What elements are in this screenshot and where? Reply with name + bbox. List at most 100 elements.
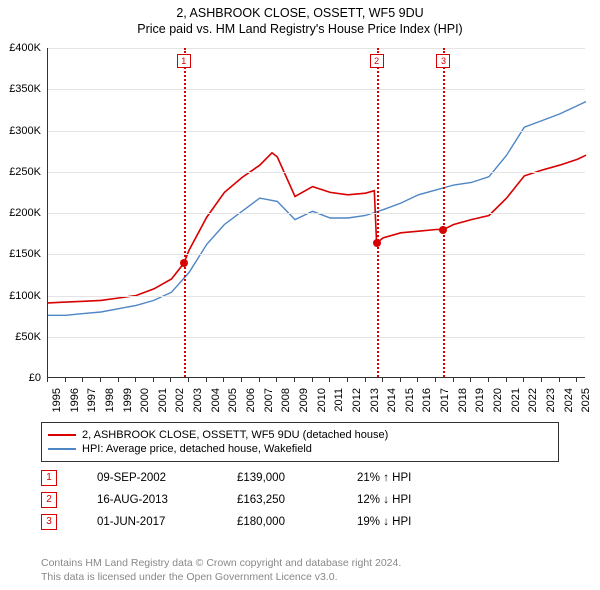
legend: 2, ASHBROOK CLOSE, OSSETT, WF5 9DU (deta… xyxy=(41,422,559,462)
x-axis-label: 2015 xyxy=(404,388,416,412)
x-axis-label: 2019 xyxy=(474,388,486,412)
x-tick xyxy=(435,378,436,382)
x-tick xyxy=(382,378,383,382)
legend-row: 2, ASHBROOK CLOSE, OSSETT, WF5 9DU (deta… xyxy=(48,429,552,441)
chart-container: 2, ASHBROOK CLOSE, OSSETT, WF5 9DU Price… xyxy=(0,0,600,590)
x-tick xyxy=(541,378,542,382)
x-tick xyxy=(47,378,48,382)
x-tick xyxy=(65,378,66,382)
marker-box: 2 xyxy=(370,54,384,68)
legend-label: HPI: Average price, detached house, Wake… xyxy=(82,443,312,455)
x-axis-label: 1998 xyxy=(104,388,116,412)
gridline xyxy=(48,213,585,214)
marker-dot xyxy=(439,226,447,234)
chart-plot-area: 1 2 3 xyxy=(47,48,585,378)
footer-line2: This data is licensed under the Open Gov… xyxy=(41,570,401,584)
x-tick xyxy=(347,378,348,382)
x-tick xyxy=(223,378,224,382)
x-axis-label: 2010 xyxy=(316,388,328,412)
footer-line1: Contains HM Land Registry data © Crown c… xyxy=(41,556,401,570)
x-axis-label: 2018 xyxy=(457,388,469,412)
marker-table-row: 3 01-JUN-2017£180,00019% ↓ HPI xyxy=(41,514,477,530)
x-tick xyxy=(294,378,295,382)
marker-table-date: 01-JUN-2017 xyxy=(97,516,237,528)
marker-line xyxy=(443,48,445,377)
x-axis-label: 2022 xyxy=(527,388,539,412)
title-block: 2, ASHBROOK CLOSE, OSSETT, WF5 9DU Price… xyxy=(0,0,600,36)
x-axis-label: 2002 xyxy=(174,388,186,412)
marker-table-price: £139,000 xyxy=(237,472,357,484)
y-axis-label: £350K xyxy=(9,83,41,95)
x-tick xyxy=(153,378,154,382)
x-tick xyxy=(100,378,101,382)
y-axis-label: £200K xyxy=(9,207,41,219)
legend-swatch xyxy=(48,448,76,450)
x-tick xyxy=(576,378,577,382)
marker-table-num: 3 xyxy=(41,514,57,530)
marker-table-num: 2 xyxy=(41,492,57,508)
x-tick xyxy=(312,378,313,382)
x-tick xyxy=(470,378,471,382)
x-axis-label: 2023 xyxy=(545,388,557,412)
y-axis-label: £250K xyxy=(9,166,41,178)
marker-table-diff: 19% ↓ HPI xyxy=(357,516,477,528)
gridline xyxy=(48,48,585,49)
x-tick xyxy=(365,378,366,382)
y-axis-label: £50K xyxy=(15,331,41,343)
marker-table-price: £180,000 xyxy=(237,516,357,528)
gridline xyxy=(48,337,585,338)
y-axis-label: £400K xyxy=(9,42,41,54)
gridline xyxy=(48,131,585,132)
x-axis-label: 1999 xyxy=(122,388,134,412)
marker-line xyxy=(377,48,379,377)
footer: Contains HM Land Registry data © Crown c… xyxy=(41,556,401,584)
marker-line xyxy=(184,48,186,377)
title-line1: 2, ASHBROOK CLOSE, OSSETT, WF5 9DU xyxy=(0,6,600,20)
x-axis-label: 2016 xyxy=(421,388,433,412)
x-axis-label: 2020 xyxy=(492,388,504,412)
marker-table-price: £163,250 xyxy=(237,494,357,506)
marker-table-diff: 21% ↑ HPI xyxy=(357,472,477,484)
x-tick xyxy=(559,378,560,382)
x-axis-label: 2007 xyxy=(263,388,275,412)
x-axis-label: 1996 xyxy=(69,388,81,412)
x-tick xyxy=(118,378,119,382)
marker-table-row: 216-AUG-2013£163,25012% ↓ HPI xyxy=(41,492,477,508)
gridline xyxy=(48,296,585,297)
legend-row: HPI: Average price, detached house, Wake… xyxy=(48,443,552,455)
x-tick xyxy=(276,378,277,382)
title-line2: Price paid vs. HM Land Registry's House … xyxy=(0,22,600,36)
x-tick xyxy=(506,378,507,382)
x-axis-label: 1997 xyxy=(86,388,98,412)
x-tick xyxy=(82,378,83,382)
y-axis-label: £0 xyxy=(29,372,41,384)
x-axis-label: 2024 xyxy=(563,388,575,412)
x-axis-label: 2006 xyxy=(245,388,257,412)
x-tick xyxy=(488,378,489,382)
x-axis-label: 2008 xyxy=(280,388,292,412)
marker-table-diff: 12% ↓ HPI xyxy=(357,494,477,506)
series-hpi xyxy=(48,102,586,316)
x-tick xyxy=(329,378,330,382)
legend-label: 2, ASHBROOK CLOSE, OSSETT, WF5 9DU (deta… xyxy=(82,429,388,441)
x-tick xyxy=(400,378,401,382)
x-axis-label: 2012 xyxy=(351,388,363,412)
x-tick xyxy=(523,378,524,382)
x-axis-label: 2004 xyxy=(210,388,222,412)
x-tick xyxy=(188,378,189,382)
marker-dot xyxy=(180,259,188,267)
y-axis-label: £100K xyxy=(9,290,41,302)
gridline xyxy=(48,172,585,173)
x-tick xyxy=(417,378,418,382)
y-axis-label: £150K xyxy=(9,248,41,260)
marker-box: 3 xyxy=(436,54,450,68)
gridline xyxy=(48,254,585,255)
x-axis-label: 2003 xyxy=(192,388,204,412)
x-axis-label: 1995 xyxy=(51,388,63,412)
marker-box: 1 xyxy=(177,54,191,68)
gridline xyxy=(48,89,585,90)
x-tick xyxy=(453,378,454,382)
x-tick xyxy=(241,378,242,382)
marker-table: 109-SEP-2002£139,00021% ↑ HPI216-AUG-201… xyxy=(41,470,477,536)
x-tick xyxy=(170,378,171,382)
